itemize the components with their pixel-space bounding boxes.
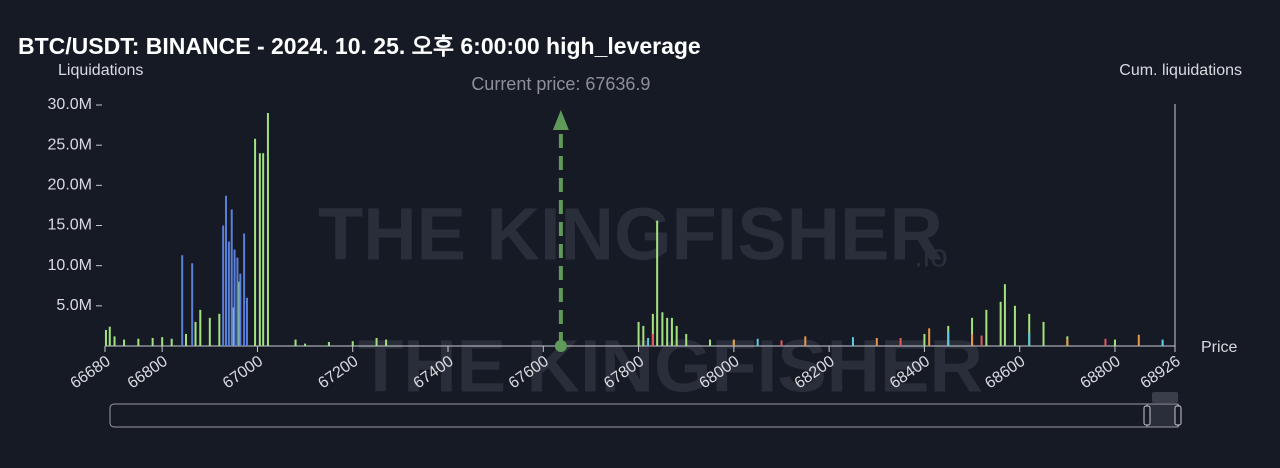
slider-window[interactable] — [1146, 403, 1179, 428]
bar — [647, 337, 650, 346]
bar — [971, 317, 974, 346]
y-tick-label: 30.0M — [48, 96, 92, 113]
bar — [1104, 338, 1107, 346]
bar — [243, 233, 246, 346]
bar — [1113, 339, 1116, 346]
bar — [258, 153, 261, 346]
bar — [1013, 305, 1016, 346]
bar — [385, 339, 388, 346]
bar — [661, 312, 664, 346]
bar — [194, 321, 197, 346]
x-tick-label: 67000 — [220, 353, 266, 393]
bar — [199, 309, 202, 346]
bar — [1042, 321, 1045, 346]
bar — [191, 263, 194, 346]
bar — [1137, 334, 1140, 346]
bar — [225, 195, 228, 346]
bar — [218, 313, 221, 346]
bar — [928, 328, 931, 346]
bar — [999, 301, 1002, 346]
bar — [151, 337, 154, 346]
x-tick-label: 68800 — [1077, 353, 1123, 393]
bar — [1028, 313, 1031, 346]
bar — [161, 337, 164, 346]
bar — [208, 317, 211, 346]
bar — [254, 138, 257, 346]
x-tick-label: 68600 — [982, 353, 1028, 393]
bar — [685, 333, 688, 346]
current-price-label: Current price: 67636.9 — [471, 74, 650, 94]
y-tick-label: 20.0M — [48, 177, 92, 194]
x-axis-label: Price — [1201, 339, 1238, 356]
bar — [670, 317, 673, 346]
bar — [875, 337, 878, 346]
bar — [304, 343, 307, 346]
bar — [756, 338, 759, 346]
bar — [851, 337, 854, 346]
bar — [266, 113, 269, 347]
y-tick-label: 25.0M — [48, 136, 92, 153]
chart-title: BTC/USDT: BINANCE - 2024. 10. 25. 오후 6:0… — [18, 33, 701, 59]
bar — [113, 336, 116, 346]
bar — [637, 321, 640, 346]
slider-handle[interactable] — [1174, 405, 1182, 426]
bar — [184, 333, 187, 346]
bar — [351, 341, 354, 346]
bar — [375, 337, 378, 346]
bar — [236, 257, 239, 346]
bar — [108, 326, 111, 346]
bar — [709, 339, 712, 346]
bar — [656, 220, 659, 346]
bar — [227, 241, 230, 346]
y2-axis-label: Cum. liquidations — [1119, 62, 1242, 79]
bar — [804, 336, 807, 346]
bar — [651, 333, 654, 346]
bar — [245, 297, 248, 346]
bar — [294, 339, 297, 346]
y-axis-label: Liquidations — [58, 62, 143, 79]
bar — [233, 249, 236, 346]
bar — [651, 313, 654, 346]
bar — [1003, 284, 1006, 346]
bar — [675, 325, 678, 346]
bar — [732, 339, 735, 346]
bar — [222, 225, 225, 346]
bar — [1028, 333, 1031, 346]
bar — [642, 325, 645, 346]
y-tick-label: 5.0M — [56, 297, 92, 314]
bar — [327, 341, 330, 346]
x-tick-label: 68926 — [1138, 353, 1184, 393]
watermark: THE KINGFISHER — [358, 325, 983, 408]
current-price-arrow — [552, 110, 569, 130]
bar — [1066, 338, 1069, 346]
bar — [666, 317, 669, 346]
bar — [104, 329, 107, 346]
bar — [1161, 339, 1164, 346]
bar — [137, 338, 140, 346]
y-tick-label: 15.0M — [48, 217, 92, 234]
bar — [947, 331, 950, 346]
y-tick-label: 10.0M — [48, 257, 92, 274]
bar — [923, 333, 926, 346]
bar — [239, 273, 242, 346]
bar — [230, 209, 233, 346]
slider-handle[interactable] — [1143, 405, 1151, 426]
bar — [780, 340, 783, 346]
x-tick-label: 66800 — [125, 353, 171, 393]
current-price-dot — [554, 340, 567, 352]
bar — [971, 333, 974, 346]
x-tick-label: 67200 — [315, 353, 361, 393]
watermark-suffix: .io — [914, 237, 948, 273]
slider-grip[interactable] — [1152, 392, 1178, 403]
x-tick-label: 66680 — [68, 353, 114, 393]
bar — [170, 338, 173, 346]
bar — [181, 255, 184, 346]
bar — [985, 309, 988, 346]
bar — [980, 335, 983, 346]
bar — [123, 339, 126, 346]
bar — [262, 153, 265, 346]
bar — [899, 337, 902, 346]
watermark: THE KINGFISHER — [318, 193, 943, 276]
